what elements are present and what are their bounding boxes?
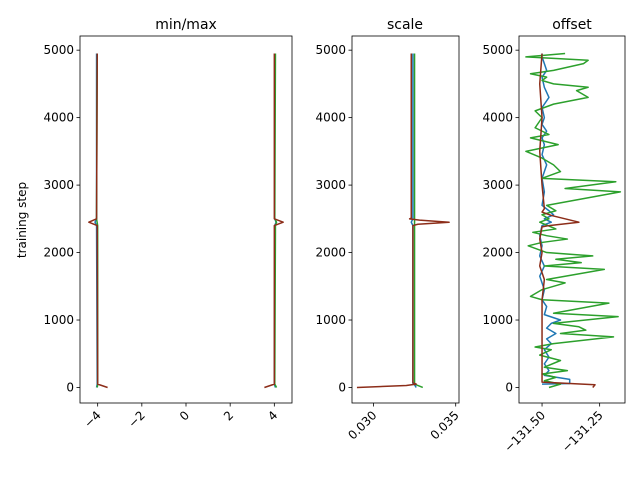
y-axis-label: training step <box>15 182 29 258</box>
panel-min-max: min/max training step 0 1000 2000 3000 4000 5… <box>15 17 293 431</box>
y-tick-label: 4000 <box>43 111 74 125</box>
y-tick-label: 1000 <box>482 313 513 327</box>
series-line <box>525 52 622 389</box>
y-tick-label: 5000 <box>43 43 74 57</box>
y-tick-label: 5000 <box>482 43 513 57</box>
y-tick-label: 4000 <box>315 111 346 125</box>
series-group <box>356 53 450 389</box>
y-tick-label: 0 <box>66 380 74 394</box>
axes-frame <box>518 35 626 404</box>
y-tick-label: 2000 <box>43 246 74 260</box>
y-tick-label: 2000 <box>482 246 513 260</box>
series-line <box>264 53 284 389</box>
y-tick-label: 1000 <box>43 313 74 327</box>
y-tick-label: 0 <box>338 380 346 394</box>
y-tick-label: 4000 <box>482 111 513 125</box>
panel-title: scale <box>387 17 423 33</box>
series-group <box>525 52 622 389</box>
y-tick-label: 3000 <box>482 178 513 192</box>
y-tick-label: 3000 <box>315 178 346 192</box>
y-tick-label: 1000 <box>315 313 346 327</box>
series-line <box>88 53 108 389</box>
y-tick-label: 0 <box>505 380 513 394</box>
axes-frame <box>351 35 460 404</box>
series-group <box>88 53 284 389</box>
series-line <box>356 53 450 389</box>
y-tick-label: 2000 <box>315 246 346 260</box>
panel-title: offset <box>552 17 592 33</box>
y-tick-label: 3000 <box>43 178 74 192</box>
series-line <box>538 53 596 388</box>
panel-title: min/max <box>155 17 217 33</box>
y-tick-label: 5000 <box>315 43 346 57</box>
